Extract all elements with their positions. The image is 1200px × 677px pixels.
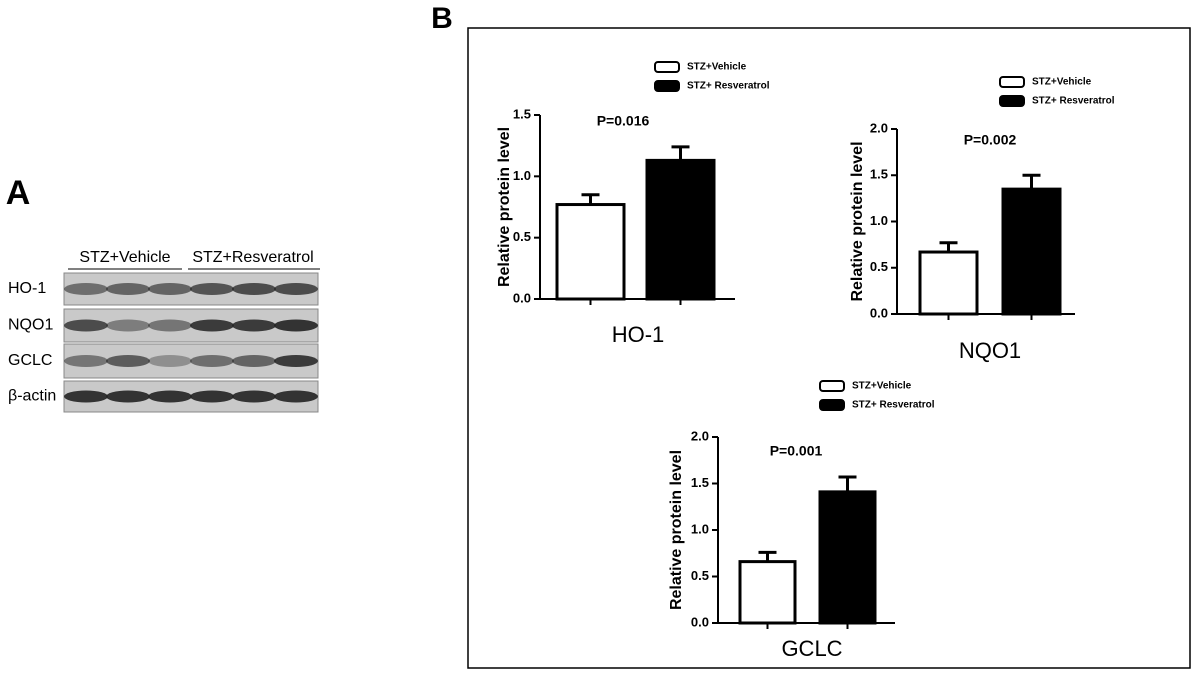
bar [918, 250, 979, 316]
blot-band [106, 283, 150, 295]
blot-group-label: STZ+Vehicle [79, 249, 170, 266]
legend-label: STZ+Vehicle [687, 62, 747, 73]
y-tick-label: 0.5 [870, 259, 888, 274]
legend-swatch [819, 380, 845, 392]
legend-swatch [654, 61, 680, 73]
blot-band [232, 355, 276, 367]
y-tick-label: 1.5 [870, 167, 888, 182]
legend-swatch [819, 399, 845, 411]
y-axis-label: Relative protein level [496, 127, 513, 287]
blot-band [64, 390, 108, 403]
x-axis-label: GCLC [781, 636, 842, 661]
blot-band [64, 355, 108, 367]
legend-swatch [999, 76, 1025, 88]
y-axis-label: Relative protein level [668, 450, 685, 610]
y-tick-label: 1.0 [691, 521, 709, 536]
blot-band [106, 355, 150, 367]
blot-band [148, 283, 192, 295]
x-axis-label: HO-1 [612, 322, 665, 347]
blot-band [106, 319, 150, 332]
x-axis-label: NQO1 [959, 338, 1021, 363]
blot-band [64, 283, 108, 295]
bar [645, 158, 716, 301]
blot-band [190, 319, 234, 332]
blot-band [64, 319, 108, 332]
y-tick-label: 0.0 [513, 290, 531, 305]
y-tick-label: 0.5 [691, 568, 709, 583]
y-axis-label: Relative protein level [849, 141, 866, 301]
blot-row-label: HO-1 [8, 280, 46, 297]
blot-band [148, 319, 192, 332]
blot-band [190, 390, 234, 403]
y-tick-label: 2.0 [870, 120, 888, 135]
y-tick-label: 1.0 [870, 213, 888, 228]
blot-band [190, 283, 234, 295]
bar [555, 203, 626, 301]
blot-band [274, 319, 318, 332]
annotation: P=0.002 [964, 132, 1017, 148]
blot-row-label: GCLC [8, 352, 52, 369]
blot-group-label: STZ+Resveratrol [192, 249, 313, 266]
legend-label: STZ+ Resveratrol [687, 81, 770, 92]
blot-row-label: NQO1 [8, 317, 53, 334]
blot-band [190, 355, 234, 367]
y-tick-label: 1.5 [691, 475, 709, 490]
legend-label: STZ+ Resveratrol [1032, 96, 1115, 107]
western-blot: HO-1 NQO1 GCLC β-actin [8, 272, 319, 413]
blot-band [148, 390, 192, 403]
y-tick-label: 0.0 [691, 614, 709, 629]
bar [818, 490, 877, 625]
panel-frame [467, 27, 1191, 669]
panel-label: B [431, 2, 453, 35]
legend-label: STZ+ Resveratrol [852, 400, 935, 411]
y-tick-label: 2.0 [691, 428, 709, 443]
blot-band [106, 390, 150, 403]
y-tick-label: 0.5 [513, 229, 531, 244]
bar [1001, 187, 1062, 316]
y-tick-label: 1.0 [513, 168, 531, 183]
blot-row-label: β-actin [8, 388, 56, 405]
y-tick-label: 0.0 [870, 305, 888, 320]
y-tick-label: 1.5 [513, 106, 531, 121]
blot-band [274, 390, 318, 403]
annotation: P=0.001 [770, 443, 823, 459]
bar [738, 560, 797, 625]
blot-band [232, 319, 276, 332]
panel-label: A [6, 174, 31, 212]
blot-band [274, 283, 318, 295]
legend-swatch [999, 95, 1025, 107]
blot-band [274, 355, 318, 367]
legend-label: STZ+Vehicle [1032, 77, 1092, 88]
blot-band [232, 390, 276, 403]
blot-band [148, 355, 192, 367]
legend-swatch [654, 80, 680, 92]
blot-band [232, 283, 276, 295]
legend-label: STZ+Vehicle [852, 381, 912, 392]
annotation: P=0.016 [597, 113, 650, 129]
